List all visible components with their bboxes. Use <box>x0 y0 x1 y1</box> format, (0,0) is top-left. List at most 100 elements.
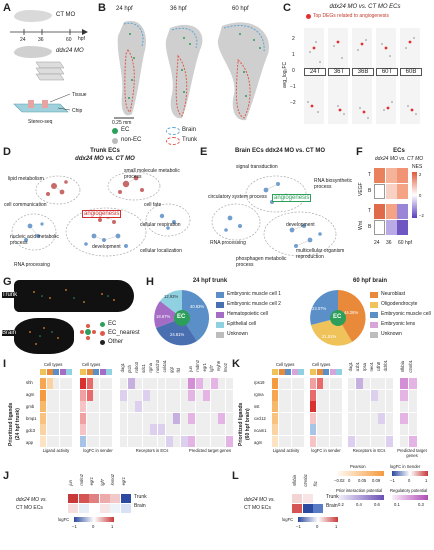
i-tgt-2: egr1 <box>202 363 207 372</box>
j-gene-3: lgf7 <box>99 478 105 486</box>
k-lig-rps19: rps19 <box>254 380 265 385</box>
k-pearson-tick-2: 0.05 <box>358 478 367 483</box>
h-right-swatch-1 <box>370 292 378 298</box>
h-left-pct-3: 18.67% <box>156 314 171 319</box>
c-group-36b: 36B <box>352 68 374 76</box>
panel-label-f: F <box>356 146 363 158</box>
k-logfc-tick-1: 0 <box>408 478 411 483</box>
h-left-swatch-5 <box>216 332 224 338</box>
k-rec-3: neo1 <box>369 362 374 372</box>
j-gene-1: mdm2 <box>78 474 84 486</box>
d-title-1: Trunk ECs <box>90 148 120 154</box>
f-sub-b2: B <box>368 224 372 230</box>
d-term-development: development <box>92 244 121 250</box>
embryo-sections <box>114 20 270 121</box>
f-vegf-heatmap <box>374 168 409 199</box>
k-legend-logfc-title: logFC in Sender <box>390 464 421 469</box>
i-lig-shh: shh <box>26 380 33 385</box>
panel-label-j: J <box>3 470 10 482</box>
legend-brain: Brain <box>182 127 197 133</box>
c-group-60t: 60T <box>376 68 398 76</box>
h-right-legend-3: Embryonic muscle cell <box>381 311 431 317</box>
j-gene-4: lomo2 <box>110 474 115 486</box>
i-target-labels: jun mdm2 egr1 lgf7 myh9 lmo2 <box>188 360 238 373</box>
k-lig-agrn: agrn <box>254 440 263 445</box>
c-ytick-1: 1 <box>292 52 295 58</box>
d-term-nucleic: nucleic acid metabolic process <box>10 234 59 246</box>
f-nes-tick-2: 2 <box>419 172 422 177</box>
h-left-pct-2: 24.81% <box>170 332 185 337</box>
h-left-center: EC <box>177 314 186 320</box>
k-lig-sst: sst <box>254 404 260 409</box>
i-tgt-0: jun <box>188 366 193 372</box>
j-heatmap <box>68 494 131 513</box>
i-rec-2: robo3 <box>134 361 139 373</box>
panel-label-i: I <box>3 358 7 370</box>
g-ec-dot-icon <box>100 322 105 327</box>
k-prior-tick-1: 0.4 <box>356 502 362 507</box>
panel-label-e: E <box>200 146 208 158</box>
i-rec-0: dag1 <box>120 363 125 373</box>
f-sub-t2: T <box>368 208 372 214</box>
panel-label-h: H <box>146 276 154 288</box>
l-gene-2: fli1 <box>313 481 318 487</box>
d-term-cell-comm: cell communication <box>4 202 47 208</box>
k-pearson-tick-0: −0.02 <box>334 478 345 483</box>
f-sub-t1: T <box>368 172 372 178</box>
e-term-reproduction: multicellular organism reproduction <box>296 248 345 260</box>
k-footer-1: Ligand activity <box>272 448 300 453</box>
e-term-signal: signal transduction <box>236 164 278 170</box>
panel-label-d: D <box>3 146 11 158</box>
l-tick-1: 1 <box>335 524 338 529</box>
l-tick-m1: −1 <box>296 524 301 529</box>
i-rec-3: sdc1 <box>141 363 146 373</box>
legend-non-ec: non-EC <box>121 137 142 143</box>
time-24: 24 <box>20 37 26 43</box>
f-row-wnt: Wnt <box>358 221 364 230</box>
f-title-1: ECs <box>393 148 405 154</box>
panel-label-a: A <box>3 2 11 14</box>
i-footer-4: Predicted target genes <box>188 448 232 453</box>
l-gene-labels: nfkbia ctnnb1 fli1 <box>292 474 324 488</box>
f-row-vegf: VEGF <box>358 182 364 196</box>
g-ec-cluster-icon <box>80 324 96 340</box>
h-right-legend-4: Embryonic lens <box>381 321 416 327</box>
h-left-swatch-4 <box>216 322 224 328</box>
h-right-swatch-3 <box>370 312 378 318</box>
h-left-title: 24 hpf trunk <box>192 278 228 284</box>
j-gene-5: egr1 <box>120 477 126 486</box>
i-footer-2: logFC in sender <box>83 448 113 453</box>
k-tgt-1: ctnnb1 <box>408 360 413 373</box>
h-left-legend-3: Hematopoietic cell <box>227 311 268 317</box>
f-title-2: ddx24 MO vs. CT MO <box>374 156 424 162</box>
f-wnt-heatmap <box>374 204 409 235</box>
k-rec-1: a1b1 <box>355 362 360 372</box>
panel-label-b: B <box>98 2 106 14</box>
h-right-pct-2: 21.51% <box>322 334 337 339</box>
l-rowlabel-2: CT MO ECs <box>244 505 271 511</box>
f-col-24: 24 <box>374 240 380 246</box>
c-group-60b: 60B <box>400 68 422 76</box>
f-nes-colorbar <box>412 172 417 218</box>
j-scale-title: logFC <box>58 517 70 522</box>
d-term-localization: cellular localization <box>140 248 182 254</box>
k-footer-4: Predicted target genes <box>397 448 427 458</box>
d-term-angiogenesis: angiogenesis <box>82 210 122 218</box>
stage-60-label: 60 hpf <box>232 6 249 12</box>
k-logfc-tick-0: −1 <box>390 478 395 483</box>
k-pearson-tick-1: 0 <box>348 478 351 483</box>
k-logfc-tick-2: 1 <box>425 478 428 483</box>
h-left-legend-1: Embryonic muscle cell 1 <box>227 291 281 297</box>
i-tgt-5: lmo2 <box>223 362 228 372</box>
k-legend-prior-bar <box>338 495 384 500</box>
k-rec-0: dag1 <box>348 362 353 372</box>
d-term-rna-processing: RNA processing <box>14 262 50 268</box>
j-colorbar <box>74 517 114 522</box>
g-legend-ec: EC <box>108 321 117 327</box>
k-lig-ncam1: ncam1 <box>254 428 267 433</box>
k-legend-reg-bar <box>392 495 428 500</box>
i-rec-7: ggt <box>169 366 174 373</box>
k-footer-2: logFC in sender <box>311 448 341 453</box>
k-logfc-heatmap <box>310 378 343 447</box>
c-group-36t: 36T <box>328 68 350 76</box>
